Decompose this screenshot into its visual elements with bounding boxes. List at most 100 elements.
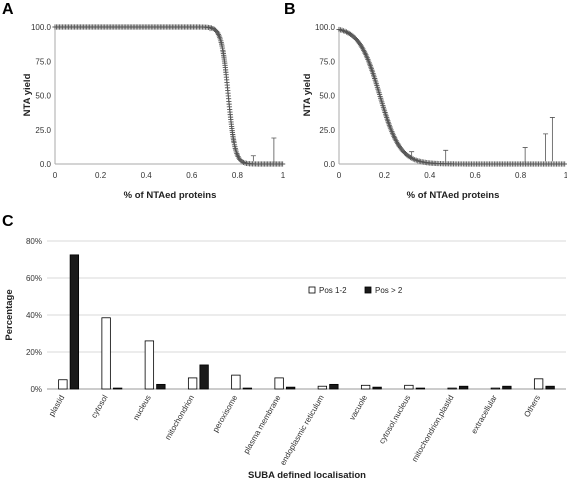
y-tick-label: 60% xyxy=(26,274,42,283)
panel-c-chart: 0% 20% 40% 60% 80% plastid cytosol nucleus mito… xyxy=(4,237,566,481)
x-tick-label: 1 xyxy=(564,171,567,180)
y-tick-label: 40% xyxy=(26,311,42,320)
x-tick-label: 0.6 xyxy=(470,171,482,180)
panel-c-x-axis-title: SUBA defined localisation xyxy=(248,470,366,481)
x-tick-label: 0.6 xyxy=(186,171,198,180)
legend-swatch xyxy=(308,286,316,294)
panel-b-y-axis-title: NTA yield xyxy=(302,73,313,116)
bar-pos-gt-2 xyxy=(329,383,339,390)
y-tick-label: 0.0 xyxy=(324,160,336,169)
bar-pos-1-2 xyxy=(533,378,544,390)
x-tick-label: 0.4 xyxy=(424,171,436,180)
bar-pos-gt-2 xyxy=(502,385,512,390)
bar-pos-gt-2 xyxy=(156,383,166,390)
panel-a-axes: 0.0 25.0 50.0 75.0 100.0 0 0.2 0.4 0.6 0.8 1 xyxy=(31,23,286,180)
data-point-marker xyxy=(357,42,363,48)
x-tick-label: 1 xyxy=(281,171,286,180)
error-bar xyxy=(543,133,549,162)
error-bar xyxy=(250,155,256,162)
error-bar xyxy=(207,26,213,32)
category-label: mitochondrion,plastid xyxy=(410,394,456,464)
y-tick-label: 0% xyxy=(30,385,42,394)
category-label: Others xyxy=(522,394,542,419)
y-tick-label: 100.0 xyxy=(315,23,336,32)
bar-pos-gt-2 xyxy=(112,387,123,390)
data-point-marker xyxy=(562,161,567,167)
panel-a-chart: 0.0 25.0 50.0 75.0 100.0 0 0.2 0.4 0.6 0.8 1 % of … xyxy=(22,23,286,201)
bar-pos-1-2 xyxy=(360,384,371,390)
bar-pos-1-2 xyxy=(144,340,155,390)
legend-swatch xyxy=(364,286,372,294)
y-tick-label: 25.0 xyxy=(319,126,335,135)
y-tick-label: 50.0 xyxy=(35,92,51,101)
category-label: vacuole xyxy=(348,393,370,422)
error-bar xyxy=(549,117,555,162)
x-tick-label: 0 xyxy=(337,171,342,180)
y-tick-label: 50.0 xyxy=(319,92,335,101)
panel-a-x-axis-title: % of NTAed proteins xyxy=(124,190,217,201)
bar-pos-1-2 xyxy=(317,385,328,390)
legend-label: Pos > 2 xyxy=(375,286,403,295)
panel-b-x-axis-title: % of NTAed proteins xyxy=(407,190,500,201)
panel-c-category-labels: plastid cytosol nucleus mitochondrion peroxi… xyxy=(47,393,542,467)
panel-c-gridlines xyxy=(47,240,566,390)
bar-pos-gt-2 xyxy=(415,387,426,390)
x-tick-label: 0.4 xyxy=(141,171,153,180)
category-label: plastid xyxy=(47,394,66,419)
category-label: cytosol xyxy=(89,393,109,419)
bar-pos-gt-2 xyxy=(285,386,296,390)
bar-pos-1-2 xyxy=(58,379,68,390)
y-tick-label: 100.0 xyxy=(31,23,52,32)
panel-c-letter: C xyxy=(2,213,14,230)
error-bar xyxy=(522,147,528,163)
bar-pos-1-2 xyxy=(490,387,501,390)
bar-pos-gt-2 xyxy=(242,387,253,390)
panel-a-letter: A xyxy=(2,1,14,18)
data-point-marker xyxy=(280,161,286,167)
x-tick-label: 0.8 xyxy=(515,171,527,180)
bar-pos-1-2 xyxy=(101,317,111,390)
error-bar xyxy=(409,151,415,159)
y-tick-label: 25.0 xyxy=(35,126,51,135)
category-label: peroxisome xyxy=(211,393,240,434)
category-label: mitochondrion xyxy=(163,394,196,442)
panel-b-points xyxy=(336,26,567,167)
x-tick-label: 0.2 xyxy=(95,171,107,180)
panel-a-y-axis-title: NTA yield xyxy=(22,73,33,116)
y-tick-label: 20% xyxy=(26,348,42,357)
error-bar xyxy=(271,137,277,163)
bar-pos-gt-2 xyxy=(199,364,209,390)
bar-pos-1-2 xyxy=(404,384,414,390)
bar-pos-gt-2 xyxy=(458,385,469,390)
panel-b-letter: B xyxy=(284,1,296,18)
category-label: nucleus xyxy=(131,394,153,422)
category-label: endoplasmic reticulum xyxy=(278,393,326,467)
x-tick-label: 0.8 xyxy=(232,171,244,180)
panel-b-axes: 0.0 25.0 50.0 75.0 100.0 0 0.2 0.4 0.6 0.8 1 xyxy=(315,23,567,180)
bar-pos-1-2 xyxy=(447,387,457,390)
panel-a-points xyxy=(52,24,286,167)
y-tick-label: 80% xyxy=(26,237,42,246)
y-tick-label: 75.0 xyxy=(319,57,335,66)
panel-b-chart: 0.0 25.0 50.0 75.0 100.0 0 0.2 0.4 0.6 0.8 1 % of … xyxy=(302,23,567,201)
panel-c-bars xyxy=(58,254,555,390)
bar-pos-gt-2 xyxy=(372,386,382,390)
legend-label: Pos 1-2 xyxy=(319,286,347,295)
bar-pos-1-2 xyxy=(231,374,241,390)
bar-pos-1-2 xyxy=(187,377,198,390)
category-label: extracellular xyxy=(469,393,499,435)
y-tick-label: 0.0 xyxy=(40,160,52,169)
panel-c-legend: Pos 1-2 Pos > 2 xyxy=(308,286,403,295)
category-label: plasma membrane xyxy=(242,393,283,455)
bar-pos-gt-2 xyxy=(69,254,80,390)
data-point-marker xyxy=(395,142,402,148)
category-label: cytosol,nucleus xyxy=(377,394,412,446)
y-tick-label: 75.0 xyxy=(35,57,51,66)
panel-c-axes: 0% 20% 40% 60% 80% xyxy=(26,237,42,394)
x-tick-label: 0 xyxy=(53,171,58,180)
bar-pos-gt-2 xyxy=(545,385,555,390)
panel-c-y-axis-title: Percentage xyxy=(4,289,15,340)
data-point-marker xyxy=(237,156,243,163)
bar-pos-1-2 xyxy=(274,377,284,390)
